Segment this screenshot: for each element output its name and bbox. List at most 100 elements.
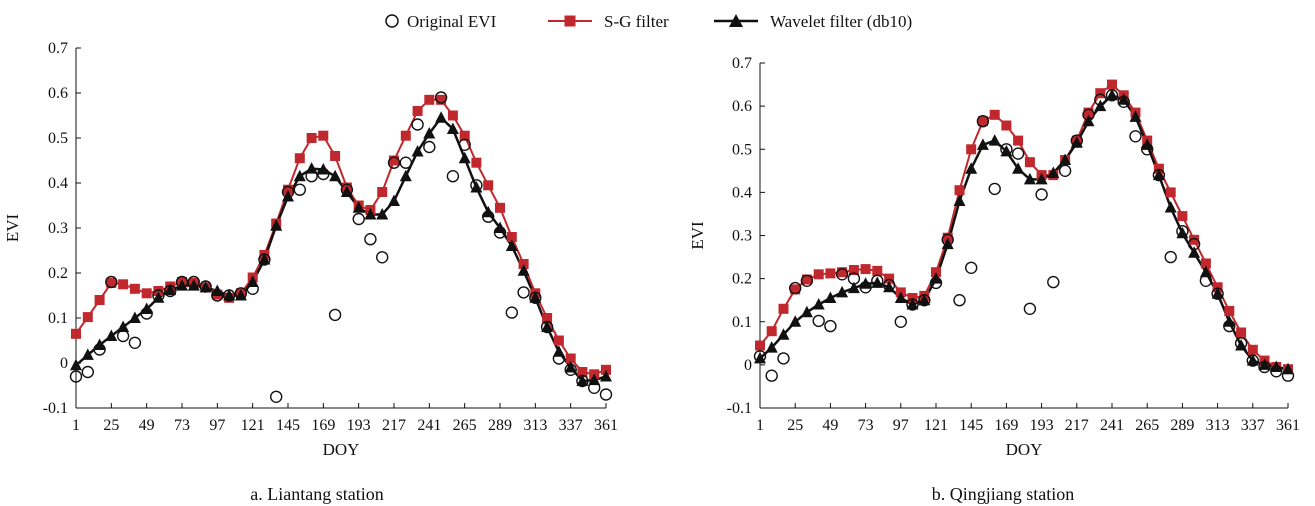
original-evi-point <box>1000 143 1013 156</box>
sg-point <box>577 367 588 377</box>
original-evi-point <box>835 268 849 281</box>
wavelet-point <box>576 374 589 386</box>
original-evi-point <box>824 319 837 333</box>
original-evi-point <box>352 212 365 226</box>
x-axis-title: DOY <box>323 440 360 459</box>
sg-point <box>294 153 305 164</box>
original-evi-point <box>540 320 554 334</box>
sg-point <box>306 133 317 143</box>
y-tick-label: 0.5 <box>732 141 752 158</box>
original-evi-point <box>81 365 95 379</box>
original-evi-point <box>894 315 907 328</box>
wavelet-point <box>777 328 790 340</box>
wavelet-point <box>894 291 907 303</box>
x-tick-label: 49 <box>822 417 838 434</box>
original-evi-point <box>199 280 212 293</box>
wavelet-point <box>1035 172 1048 185</box>
original-evi-point <box>588 381 601 394</box>
original-evi-point <box>328 308 342 322</box>
original-evi-point <box>1035 188 1048 201</box>
original-evi-point <box>564 363 577 376</box>
sg-point <box>483 180 494 191</box>
original-evi-point <box>552 352 566 365</box>
original-evi-point <box>258 253 271 266</box>
original-evi-point <box>175 275 189 289</box>
x-tick-label: 1 <box>756 417 764 434</box>
wavelet-point <box>824 291 837 303</box>
original-evi-point <box>1140 143 1154 156</box>
sg-point <box>565 353 576 364</box>
legend-item-original: Original EVI <box>385 12 497 31</box>
y-axis-title: EVI <box>688 221 707 250</box>
wavelet-point <box>117 320 130 332</box>
wavelet-point <box>376 208 389 220</box>
original-evi-point <box>812 314 825 328</box>
y-tick-label: 0.2 <box>732 271 752 288</box>
original-evi-point <box>470 179 483 192</box>
sg-point <box>825 268 836 279</box>
chart-qingjiang: -0.1 0 0.1 0.2 0.3 0.4 0.5 0.6 0.7 1 25 49 73 97 121 14… <box>688 55 1300 459</box>
y-tick-label: 0.7 <box>48 40 68 57</box>
original-evi-point <box>364 232 377 246</box>
original-evi-point <box>211 289 224 302</box>
original-evi-point <box>493 226 507 239</box>
wavelet-point <box>1106 88 1118 101</box>
original-evi-point <box>1011 147 1025 160</box>
sg-point <box>1236 327 1247 338</box>
wavelet-point <box>529 291 542 303</box>
x-tick-label: 169 <box>311 417 335 434</box>
caption-liantang: a. Liantang station <box>250 484 383 504</box>
wavelet-point <box>176 279 188 291</box>
x-tick-label: 25 <box>787 417 803 434</box>
original-evi-point <box>69 370 83 383</box>
original-evi-point <box>163 284 177 298</box>
wavelet-point <box>1199 265 1212 278</box>
sg-point <box>766 326 777 337</box>
legend-item-wavelet: Wavelet filter (db10) <box>714 12 912 31</box>
sg-point <box>977 116 988 127</box>
original-evi-point <box>458 138 471 152</box>
y-tick-label: 0.6 <box>732 98 752 115</box>
wavelet-point <box>836 285 849 298</box>
original-evi-point <box>976 114 990 128</box>
sg-point <box>447 110 458 121</box>
x-tick-label: 169 <box>994 417 1018 434</box>
wavelet-point <box>435 111 448 123</box>
x-tick-label: 361 <box>594 417 618 434</box>
wavelet-point <box>812 298 825 310</box>
y-tick-label: 0.5 <box>48 130 68 147</box>
sg-point <box>1200 258 1211 269</box>
x-tick-label: 121 <box>924 417 948 434</box>
original-evi-point <box>1223 319 1236 333</box>
original-evi-point <box>93 343 106 356</box>
wavelet-point <box>847 281 860 294</box>
legend-label-wavelet: Wavelet filter (db10) <box>770 12 912 31</box>
wavelet-point <box>199 280 212 293</box>
wavelet-point <box>446 122 459 134</box>
wavelet-point <box>800 305 813 318</box>
x-tick-label: 265 <box>453 417 477 434</box>
x-tick-label: 313 <box>1206 417 1230 434</box>
x-tick-label: 73 <box>174 417 190 434</box>
chart-liantang: -0.1 0 0.1 0.2 0.3 0.4 0.5 0.6 0.7 1 25 49 73 97 121 14… <box>3 40 618 459</box>
y-tick-label: 0.1 <box>48 310 68 327</box>
original-evi-point <box>1270 365 1283 378</box>
wavelet-point <box>517 264 530 276</box>
wavelet-point <box>399 169 412 182</box>
sg-point <box>1083 107 1094 118</box>
y-tick-label: 0 <box>60 355 68 372</box>
original-evi-point <box>765 369 778 382</box>
wavelet-point <box>352 201 365 213</box>
wavelet-point <box>906 298 919 310</box>
original-evi-point <box>446 169 460 183</box>
wavelet-point <box>1152 168 1165 181</box>
legend-marker-original <box>385 14 399 28</box>
sg-point <box>1247 344 1258 355</box>
wavelet-point <box>541 320 554 332</box>
original-evi-point <box>1234 337 1248 350</box>
sg-point <box>424 94 435 105</box>
caption-qingjiang: b. Qingjiang station <box>932 484 1075 504</box>
original-evi-point <box>1246 354 1260 367</box>
sg-point <box>790 284 801 295</box>
